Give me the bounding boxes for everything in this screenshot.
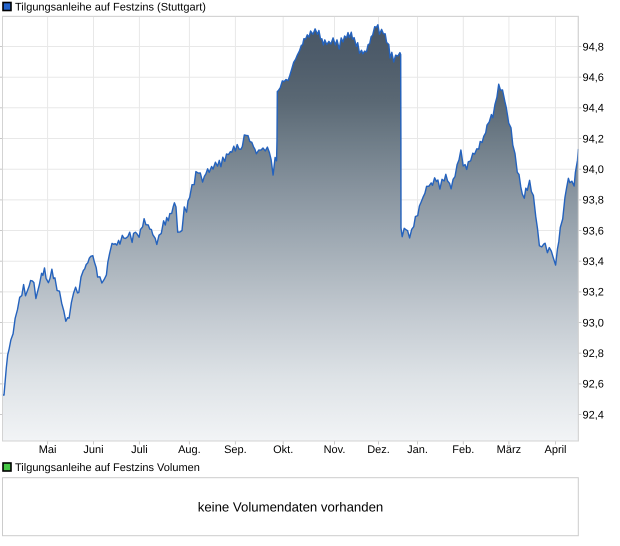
svg-text:Tilgungsanleihe auf Festzins (: Tilgungsanleihe auf Festzins (Stuttgart) [15,2,206,14]
svg-text:März: März [497,444,521,456]
svg-text:Sep.: Sep. [224,444,247,456]
svg-text:93,0: 93,0 [583,317,604,329]
svg-text:Dez.: Dez. [367,444,390,456]
svg-text:Mai: Mai [39,444,57,456]
svg-text:Juni: Juni [83,444,103,456]
svg-text:93,4: 93,4 [583,256,604,268]
svg-text:Nov.: Nov. [324,444,346,456]
svg-text:94,2: 94,2 [583,133,604,145]
svg-text:92,8: 92,8 [583,348,604,360]
svg-text:Aug.: Aug. [178,444,201,456]
svg-text:94,6: 94,6 [583,72,604,84]
svg-text:93,2: 93,2 [583,287,604,299]
svg-text:Juli: Juli [131,444,148,456]
svg-text:keine Volumendaten vorhanden: keine Volumendaten vorhanden [198,500,384,515]
svg-text:93,6: 93,6 [583,225,604,237]
svg-text:Tilgungsanleihe auf Festzins V: Tilgungsanleihe auf Festzins Volumen [15,462,200,474]
svg-text:April: April [544,444,566,456]
svg-text:92,6: 92,6 [583,379,604,391]
svg-text:93,8: 93,8 [583,195,604,207]
svg-text:94,8: 94,8 [583,41,604,53]
svg-text:94,0: 94,0 [583,164,604,176]
svg-text:Feb.: Feb. [452,444,474,456]
svg-text:92,4: 92,4 [583,409,604,421]
svg-text:Jan.: Jan. [407,444,428,456]
svg-text:94,4: 94,4 [583,103,604,115]
svg-text:Okt.: Okt. [273,444,293,456]
